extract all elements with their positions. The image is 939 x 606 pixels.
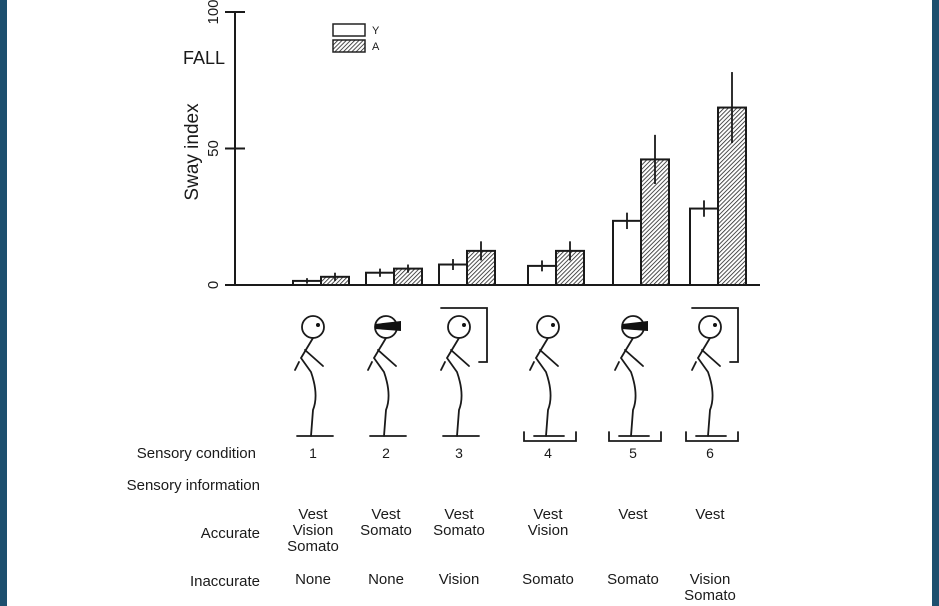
accurate-info-5: Vest: [618, 506, 648, 523]
accurate-info-3: Somato: [433, 522, 485, 539]
figure-arm: [624, 349, 644, 367]
sway-referenced-platform: [523, 431, 577, 442]
figure-arm: [304, 349, 324, 367]
stick-figure-condition-4: [523, 315, 577, 442]
inaccurate-info-6: Vision: [690, 571, 731, 588]
figure-arm: [450, 349, 470, 367]
y-axis: 0 50 100: [205, 0, 760, 289]
legend-swatch-a: [332, 39, 366, 53]
accurate-info-6: Vest: [695, 506, 725, 523]
accurate-info-4: Vision: [528, 522, 569, 539]
inaccurate-info-6: Somato: [684, 587, 736, 604]
condition-number-4: 4: [544, 445, 552, 461]
figure-body: [445, 337, 463, 437]
sway-referenced-visual-surround: [691, 307, 739, 363]
condition-figures: [294, 307, 739, 442]
condition-table: 1VestVisionSomatoNone2VestSomatoNone3Ves…: [287, 445, 736, 604]
figure-arm-lower: [294, 361, 300, 371]
sensory-condition-label: Sensory condition: [137, 445, 256, 462]
figure-body: [534, 337, 552, 437]
inaccurate-info-2: None: [368, 571, 404, 588]
figure-body: [696, 337, 714, 437]
y-tick-label: 100: [205, 0, 222, 25]
inaccurate-info-5: Somato: [607, 571, 659, 588]
condition-number-3: 3: [455, 445, 463, 461]
figure-eye: [713, 323, 717, 327]
legend-swatch-y: [332, 23, 366, 37]
figure-head: [536, 315, 560, 339]
sway-referenced-platform: [685, 431, 739, 442]
y-tick-label: 0: [205, 281, 222, 289]
inaccurate-label: Inaccurate: [190, 573, 260, 590]
figure-body: [619, 337, 637, 437]
sway-referenced-platform: [608, 431, 662, 442]
bar-y-condition-5: [612, 219, 642, 286]
stick-figure-condition-3: [440, 307, 488, 437]
y-axis-title: Sway index: [182, 103, 203, 201]
legend-label-a: A: [372, 41, 380, 53]
fall-label: FALL: [183, 48, 225, 68]
figure-eye: [316, 323, 320, 327]
figure-arm-lower: [614, 361, 620, 371]
stick-figure-condition-1: [294, 315, 334, 437]
figure-body: [299, 337, 317, 437]
figure-arm: [701, 349, 721, 367]
sensory-information-label: Sensory information: [127, 477, 260, 494]
accurate-info-1: Somato: [287, 538, 339, 555]
legend-label-y: Y: [372, 25, 380, 37]
figure-head: [698, 315, 722, 339]
condition-number-2: 2: [382, 445, 390, 461]
figure-arm-lower: [691, 361, 697, 371]
figure-head: [301, 315, 325, 339]
condition-number-1: 1: [309, 445, 317, 461]
accurate-info-1: Vision: [293, 522, 334, 539]
figure-body: [372, 337, 390, 437]
inaccurate-info-1: None: [295, 571, 331, 588]
accurate-info-1: Vest: [298, 506, 328, 523]
inaccurate-info-4: Somato: [522, 571, 574, 588]
figure-eye: [462, 323, 466, 327]
figure-arm: [539, 349, 559, 367]
figure-head: [447, 315, 471, 339]
accurate-label: Accurate: [201, 525, 260, 542]
accurate-info-3: Vest: [444, 506, 474, 523]
figure-eye: [551, 323, 555, 327]
visual-surround-visor: [622, 321, 648, 331]
y-tick-label: 50: [205, 140, 222, 157]
bar-y-condition-6: [689, 207, 719, 286]
condition-number-5: 5: [629, 445, 637, 461]
frame-right-border: [932, 0, 939, 606]
accurate-info-2: Somato: [360, 522, 412, 539]
figure-arm-lower: [367, 361, 373, 371]
inaccurate-info-3: Vision: [439, 571, 480, 588]
stick-figure-condition-2: [367, 315, 407, 437]
condition-number-6: 6: [706, 445, 714, 461]
bars: [292, 72, 747, 287]
legend: Y A: [332, 23, 380, 53]
figure-arm-lower: [529, 361, 535, 371]
accurate-info-4: Vest: [533, 506, 563, 523]
stick-figure-condition-6: [685, 307, 739, 442]
sway-referenced-visual-surround: [440, 307, 488, 363]
figure-arm-lower: [440, 361, 446, 371]
accurate-info-2: Vest: [371, 506, 401, 523]
visual-surround-visor: [375, 321, 401, 331]
figure-arm: [377, 349, 397, 367]
stick-figure-condition-5: [608, 315, 662, 442]
frame-left-border: [0, 0, 7, 606]
